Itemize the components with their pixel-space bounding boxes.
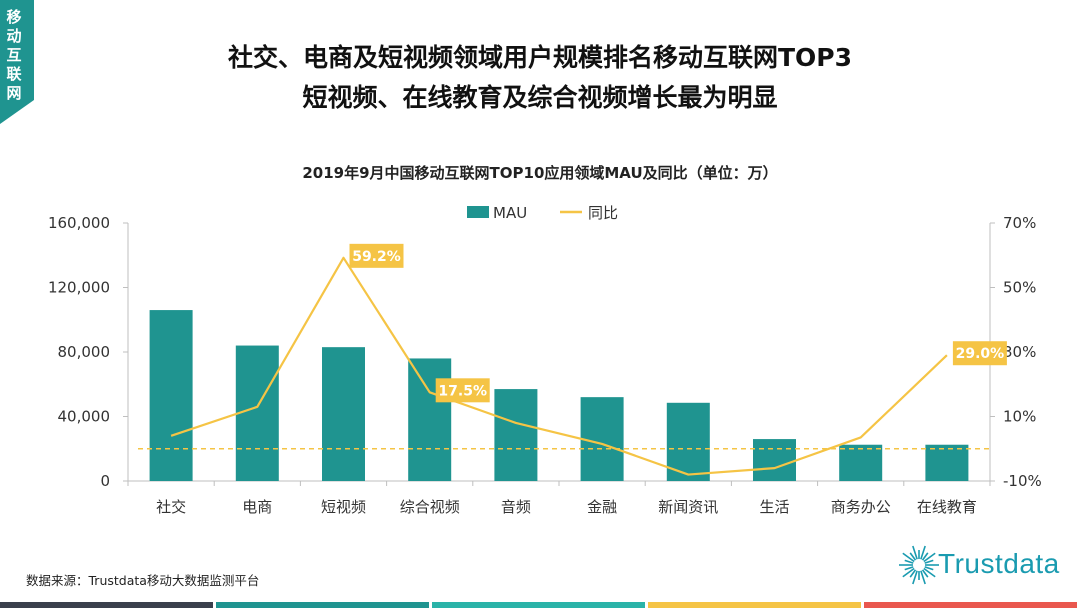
legend-mau-label: MAU	[493, 204, 527, 222]
footer-segment	[864, 602, 1077, 608]
category-label: 在线教育	[917, 498, 977, 516]
yoy-data-label-box	[349, 243, 404, 268]
sunburst-ray	[912, 545, 918, 560]
category-label: 新闻资讯	[658, 498, 718, 516]
sunburst-ray	[921, 552, 929, 561]
mau-bar	[149, 310, 193, 481]
mau-bar	[925, 444, 969, 481]
category-label: 音频	[501, 498, 531, 516]
sunburst-ray	[920, 545, 926, 560]
logo-wordmark: Trustdata	[938, 548, 1060, 579]
mau-yoy-chart: 0 40,000 80,000 120,000 160,000 -10% 10% 30% 50%…	[48, 204, 1042, 516]
footer-segment	[648, 602, 861, 608]
footer-segment	[0, 602, 213, 608]
left-tick-label: 40,000	[58, 408, 111, 426]
category-label: 社交	[156, 498, 186, 516]
right-tick-label: 30%	[1003, 343, 1036, 361]
category-label: 综合视频	[400, 498, 460, 516]
yoy-data-label: 17.5%	[438, 383, 487, 399]
left-tick-label: 160,000	[48, 214, 110, 232]
right-tick-label: -10%	[1003, 472, 1042, 490]
legend-yoy-label: 同比	[588, 204, 618, 222]
left-tick-label: 0	[100, 472, 110, 490]
sunburst-icon	[899, 545, 939, 585]
yoy-data-label: 29.0%	[956, 346, 1005, 362]
mau-bar	[839, 444, 883, 481]
mau-bar	[580, 397, 624, 481]
headline-line-1: 社交、电商及短视频领域用户规模排名移动互联网TOP3	[227, 43, 853, 72]
category-label: 金融	[587, 498, 617, 516]
yoy-data-label: 59.2%	[352, 249, 401, 265]
left-tick-label: 120,000	[48, 279, 110, 297]
category-label: 短视频	[321, 498, 366, 516]
mau-bar	[322, 347, 365, 481]
sunburst-ray	[921, 569, 929, 578]
footer-segment	[432, 602, 645, 608]
sunburst-ray	[909, 552, 917, 561]
mau-bar	[235, 345, 279, 481]
sunburst-ray	[924, 566, 934, 571]
sunburst-ray	[909, 569, 917, 578]
mau-bar	[753, 439, 796, 481]
yoy-data-label-box	[952, 341, 1007, 366]
mau-bar	[666, 402, 710, 481]
sunburst-ray	[902, 567, 915, 578]
data-source-note: 数据来源：Trustdata移动大数据监测平台	[26, 573, 260, 588]
section-tag-label: 移动互联网	[6, 8, 22, 102]
sunburst-ray	[902, 552, 915, 563]
sunburst-ray	[904, 566, 914, 571]
chart-title: 2019年9月中国移动互联网TOP10应用领域MAU及同比（单位：万）	[302, 164, 778, 182]
sunburst-ray	[912, 570, 918, 585]
footer-segment	[216, 602, 429, 608]
mau-bar	[494, 389, 538, 481]
footer-color-bar	[0, 602, 1080, 608]
right-tick-label: 50%	[1003, 279, 1036, 297]
category-label: 电商	[242, 498, 272, 516]
headline-line-2: 短视频、在线教育及综合视频增长最为明显	[302, 83, 778, 112]
left-tick-label: 80,000	[58, 343, 111, 361]
category-label: 生活	[759, 498, 789, 516]
yoy-line	[170, 256, 948, 476]
trustdata-logo: Trustdata	[896, 540, 1070, 590]
sunburst-ray	[904, 559, 914, 564]
right-tick-label: 70%	[1003, 214, 1036, 232]
category-label: 商务办公	[831, 498, 891, 516]
section-tag-background	[0, 0, 34, 124]
mau-bar	[408, 358, 452, 481]
sunburst-ray	[923, 567, 936, 578]
sunburst-ray	[923, 552, 936, 563]
section-tag: 移动互联网	[0, 0, 34, 124]
yoy-data-label-box	[435, 378, 490, 403]
right-tick-label: 10%	[1003, 408, 1036, 426]
sunburst-ray	[920, 570, 926, 585]
sunburst-ray	[924, 559, 934, 564]
legend-mau-swatch	[467, 206, 489, 218]
